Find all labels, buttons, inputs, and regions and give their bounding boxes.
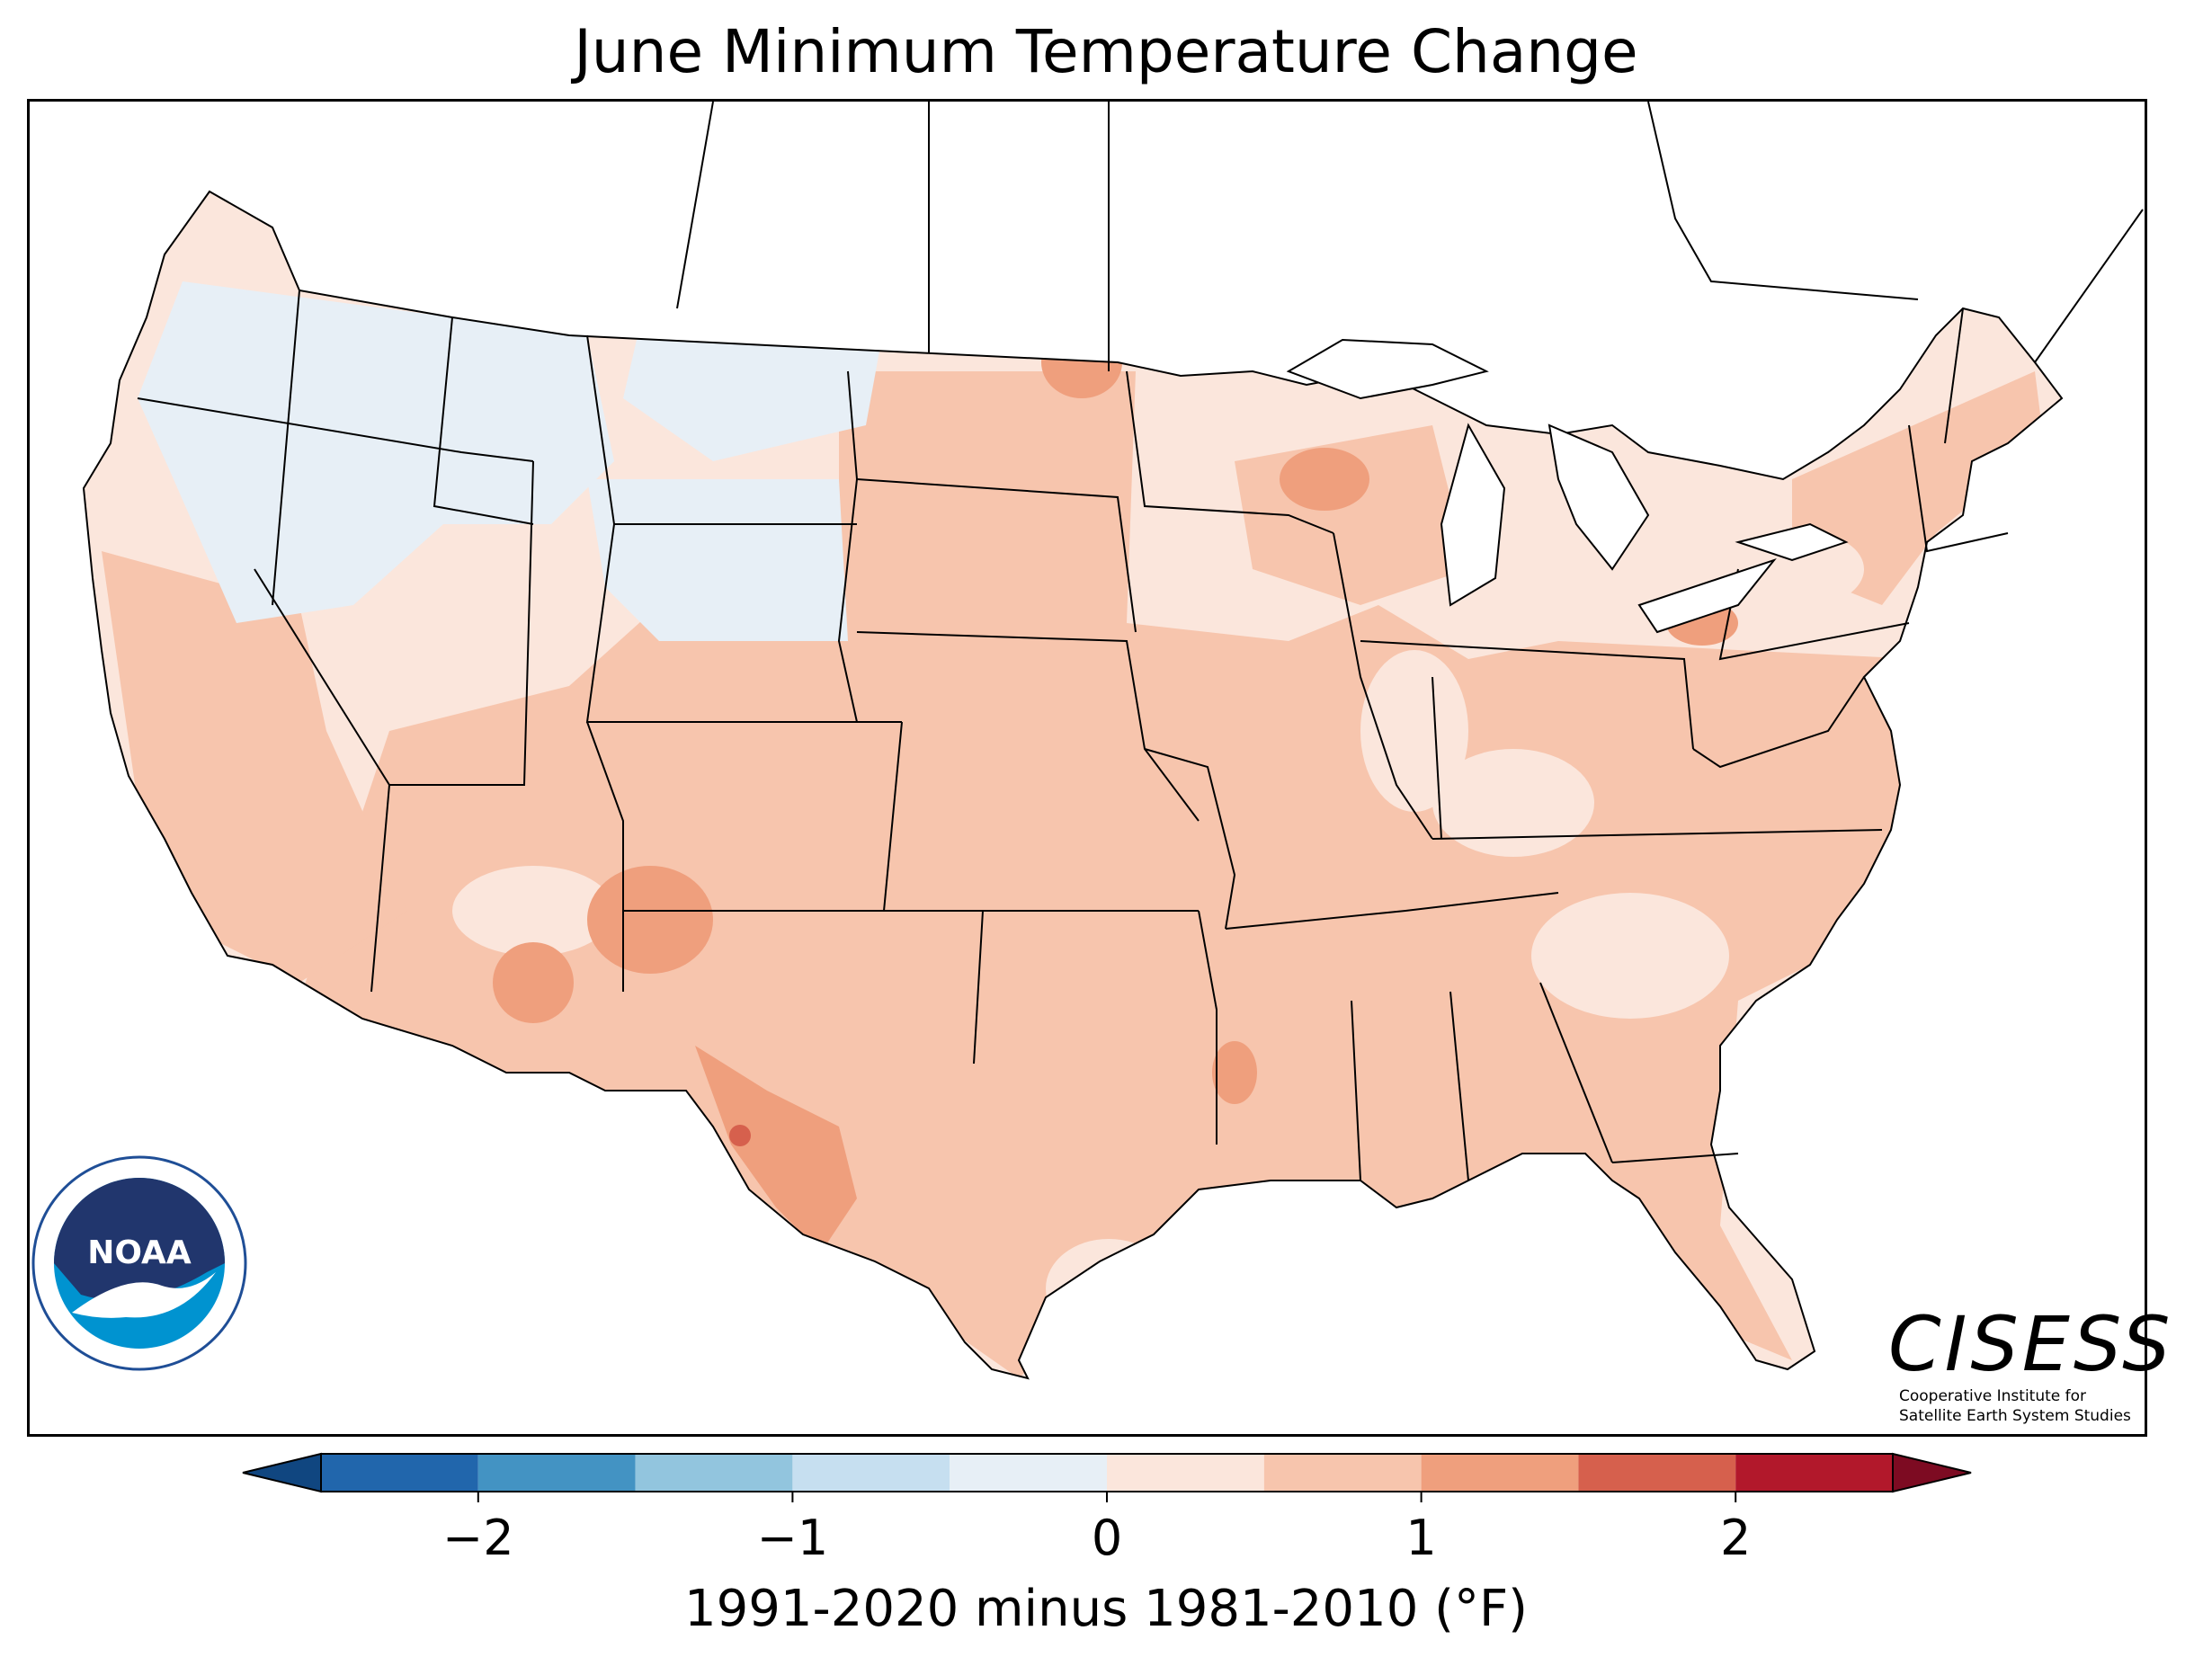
colorbar-under-arrow — [242, 1452, 322, 1493]
us-temperature-map — [83, 102, 2144, 1379]
colorbar-bin — [1578, 1454, 1736, 1492]
colorbar-tick-label: 0 — [1092, 1510, 1122, 1566]
noaa-logo: NOAA — [31, 1155, 247, 1371]
colorbar-bin — [1107, 1454, 1264, 1492]
colorbar-bin — [477, 1454, 636, 1492]
colorbar-over-arrow — [1892, 1452, 1972, 1493]
noaa-word: NOAA — [87, 1234, 192, 1271]
state-boundaries — [83, 102, 2144, 1379]
colorbar-tick-label: 2 — [1720, 1510, 1751, 1566]
colorbar-tick-label: 1 — [1405, 1510, 1436, 1566]
colorbar-bin — [792, 1454, 950, 1492]
colorbar-bin — [321, 1454, 478, 1492]
colorbar-tick-label: −1 — [757, 1510, 829, 1566]
temperature-field — [84, 192, 2062, 1378]
cisess-logo: CISESS Cooperative Institute for Satelli… — [1888, 1304, 2170, 1430]
cisess-line1: Cooperative Institute for — [1899, 1387, 2087, 1405]
colorbar-bin — [1263, 1454, 1422, 1492]
map-title: June Minimum Temperature Change — [574, 17, 1638, 86]
colorbar-bin — [1735, 1454, 1893, 1492]
colorbar: −2 −1 0 1 2 — [242, 1452, 1972, 1566]
colorbar-bin — [950, 1454, 1107, 1492]
colorbar-bin — [1421, 1454, 1579, 1492]
map-frame — [27, 99, 2147, 1437]
cisess-line2: Satellite Earth System Studies — [1899, 1407, 2131, 1425]
colorbar-tick-label: −2 — [442, 1510, 514, 1566]
colorbar-label: 1991-2020 minus 1981-2010 (°F) — [683, 1580, 1529, 1638]
colorbar-bin — [635, 1454, 793, 1492]
cisess-word: CISESS — [1888, 1300, 2174, 1388]
great-lakes — [1286, 338, 1849, 634]
